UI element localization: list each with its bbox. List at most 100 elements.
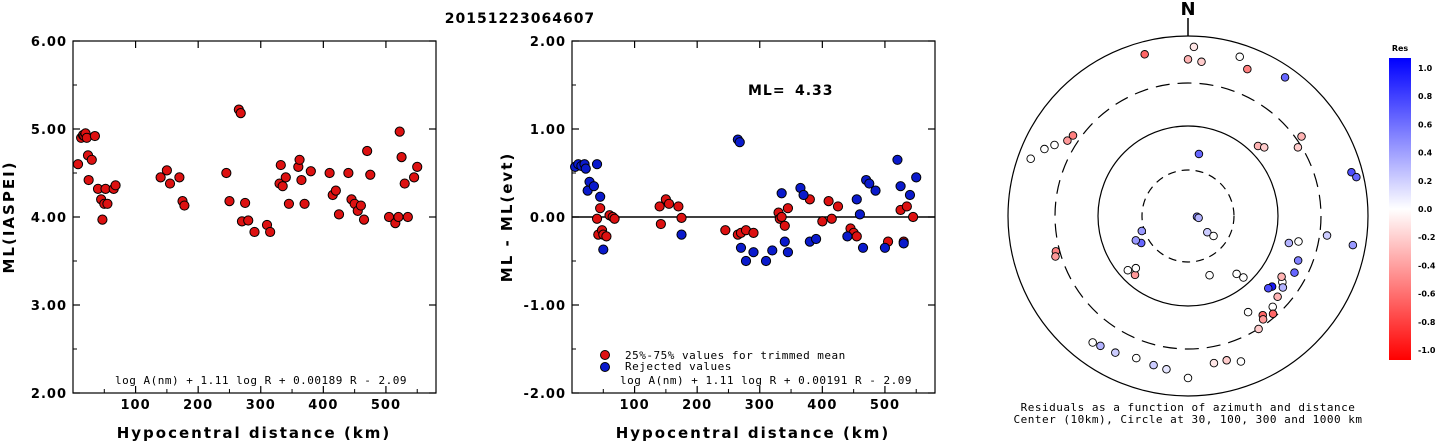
- data-point: [776, 211, 787, 223]
- station-point: [1205, 270, 1214, 280]
- data-point: [72, 159, 84, 170]
- y-tick-label: 2.00: [31, 387, 67, 402]
- y-tick-label: 2.00: [530, 35, 566, 50]
- data-point: [83, 174, 94, 186]
- data-point: [779, 236, 790, 247]
- data-point: [654, 201, 665, 212]
- data-point: [161, 165, 172, 176]
- station-point: [1063, 136, 1072, 145]
- data-point: [735, 242, 747, 253]
- data-point: [305, 166, 316, 177]
- station-point: [1137, 226, 1147, 236]
- y-tick-label: 4.00: [31, 211, 67, 226]
- data-point: [740, 255, 752, 267]
- data-point: [870, 185, 881, 196]
- legend-rejected-marker: [600, 362, 610, 372]
- ml-x-axis-label: Hypocentral distance (km): [117, 424, 392, 441]
- data-point: [892, 154, 903, 165]
- station-point: [1132, 353, 1141, 363]
- data-point: [86, 154, 97, 165]
- data-point: [842, 231, 853, 242]
- data-point: [396, 152, 407, 163]
- x-tick-label: 200: [682, 398, 712, 413]
- station-point: [1254, 324, 1263, 334]
- figure-title: 20151223064607: [445, 11, 595, 27]
- polar-caption-1: Residuals as a function of azimuth and d…: [1021, 401, 1356, 414]
- colorbar-tick-label: -0.4: [1418, 261, 1436, 270]
- ml-y-axis-label: ML(IASPEI): [0, 160, 18, 273]
- data-point: [911, 172, 922, 183]
- data-point: [155, 172, 166, 183]
- data-point: [333, 209, 345, 220]
- residual-formula: log A(nm) + 1.11 log R + 0.00191 R - 2.0…: [620, 374, 912, 387]
- data-point: [243, 215, 254, 226]
- station-point: [1268, 302, 1277, 312]
- data-point: [412, 161, 423, 172]
- data-point: [299, 198, 310, 209]
- data-point: [280, 172, 291, 183]
- station-point: [1235, 52, 1244, 62]
- ml-event-label: ML=: [748, 83, 786, 99]
- data-point: [673, 201, 684, 212]
- data-point: [663, 198, 675, 209]
- data-point: [393, 211, 404, 223]
- colorbar-tick-label: 0.0: [1418, 205, 1433, 214]
- data-point: [275, 159, 286, 171]
- data-point: [782, 247, 794, 258]
- station-point: [1131, 236, 1141, 245]
- station-point: [1140, 50, 1149, 59]
- station-point: [1026, 154, 1035, 163]
- data-point: [779, 220, 790, 231]
- data-point: [408, 172, 420, 183]
- data-point: [283, 198, 295, 209]
- colorbar-tick-label: -1.0: [1418, 346, 1436, 355]
- data-point: [851, 231, 862, 242]
- station-point: [1183, 373, 1193, 383]
- data-point: [720, 225, 731, 236]
- station-point: [1197, 57, 1206, 67]
- colorbar-tick-label: 0.4: [1418, 149, 1433, 158]
- ml-formula: log A(nm) + 1.11 log R + 0.00189 R - 2.0…: [115, 374, 407, 387]
- ml-vs-distance-panel: 100 200 300 400 500 2.00 3.00 4.00 5.00 6.00 ML(I…: [0, 35, 437, 441]
- colorbar-tick-label: 1.0: [1418, 64, 1433, 73]
- north-label: N: [1180, 0, 1195, 20]
- data-point: [402, 211, 413, 223]
- data-point: [748, 247, 759, 258]
- data-point: [817, 216, 828, 227]
- data-point: [89, 130, 101, 142]
- x-tick-label: 300: [246, 398, 276, 413]
- data-point: [296, 174, 307, 186]
- data-point: [676, 229, 687, 240]
- ml-data-points: [72, 104, 423, 238]
- x-tick-label: 500: [371, 398, 401, 413]
- data-point: [365, 169, 376, 180]
- station-point: [1294, 237, 1303, 246]
- station-point: [1222, 356, 1231, 365]
- data-point: [240, 197, 251, 209]
- station-point: [1051, 252, 1060, 261]
- data-point: [598, 244, 609, 255]
- y-tick-label: -2.00: [524, 387, 566, 402]
- station-point: [1290, 268, 1299, 277]
- data-point: [823, 196, 834, 207]
- station-point: [1183, 55, 1193, 64]
- residual-data-points: [570, 134, 922, 267]
- data-point: [901, 201, 912, 212]
- data-point: [851, 194, 862, 205]
- data-point: [782, 203, 794, 214]
- station-point: [1268, 309, 1278, 319]
- data-point: [221, 167, 232, 179]
- station-point: [1293, 256, 1303, 265]
- station-point: [1352, 172, 1361, 182]
- station-point: [1194, 213, 1203, 223]
- data-point: [810, 233, 822, 245]
- colorbar-tick-label: -0.2: [1418, 233, 1436, 242]
- data-point: [798, 189, 809, 201]
- colorbar-gradient: [1389, 58, 1411, 360]
- station-point: [1273, 292, 1282, 301]
- ring-1000km: [1007, 35, 1369, 397]
- data-point: [591, 159, 603, 170]
- data-point: [854, 209, 865, 220]
- station-point: [1347, 167, 1356, 177]
